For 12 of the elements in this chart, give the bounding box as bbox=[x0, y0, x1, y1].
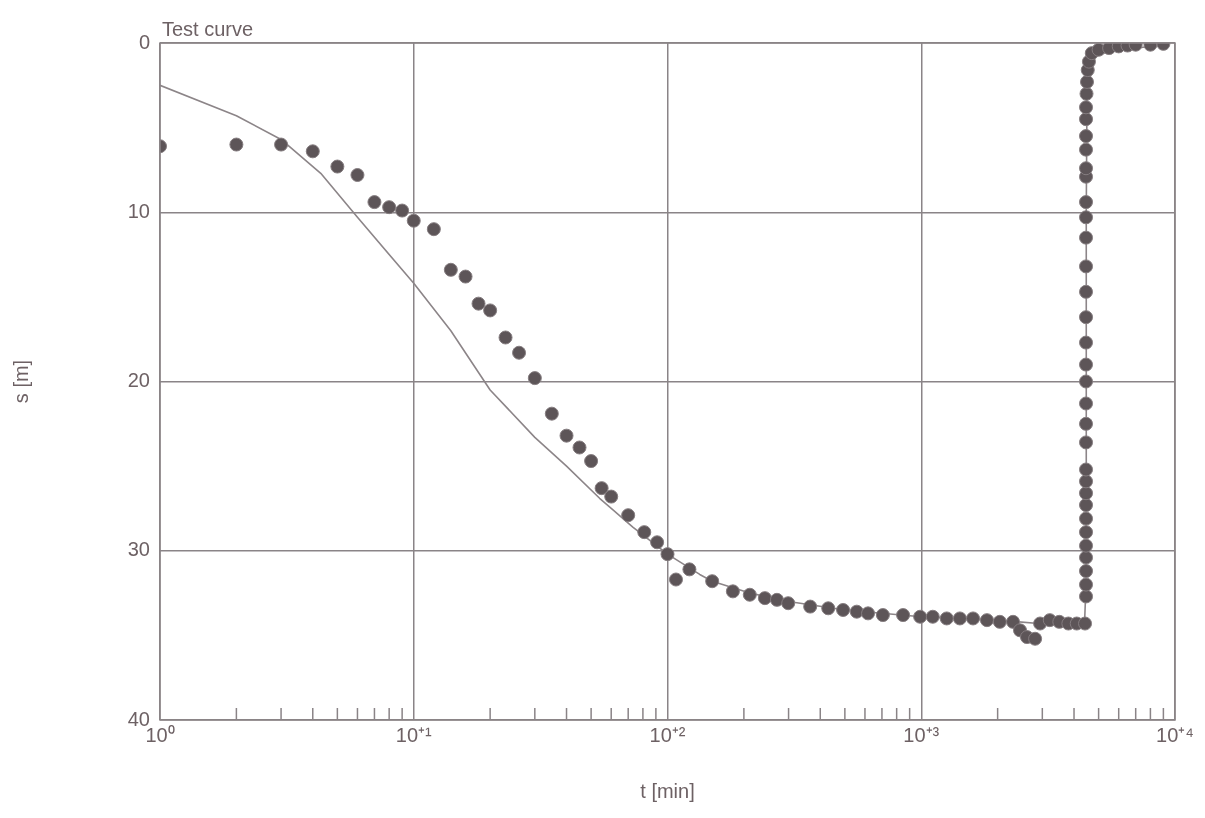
x-tick-label: 10⁺² bbox=[649, 723, 686, 746]
x-tick-label: 10⁺¹ bbox=[395, 723, 433, 746]
chart-title: Test curve bbox=[162, 17, 254, 40]
y-tick-label: 0 bbox=[138, 30, 150, 53]
y-axis-title: s [m] bbox=[9, 359, 32, 404]
y-tick-label: 10 bbox=[127, 199, 150, 222]
y-tick-label: 30 bbox=[127, 538, 150, 561]
y-tick-label: 40 bbox=[127, 707, 150, 730]
y-tick-label: 20 bbox=[127, 369, 150, 392]
x-tick-label: 10⁺³ bbox=[903, 723, 940, 746]
x-axis-title: t [min] bbox=[640, 779, 695, 802]
x-tick-label: 10⁺⁴ bbox=[1156, 723, 1194, 746]
